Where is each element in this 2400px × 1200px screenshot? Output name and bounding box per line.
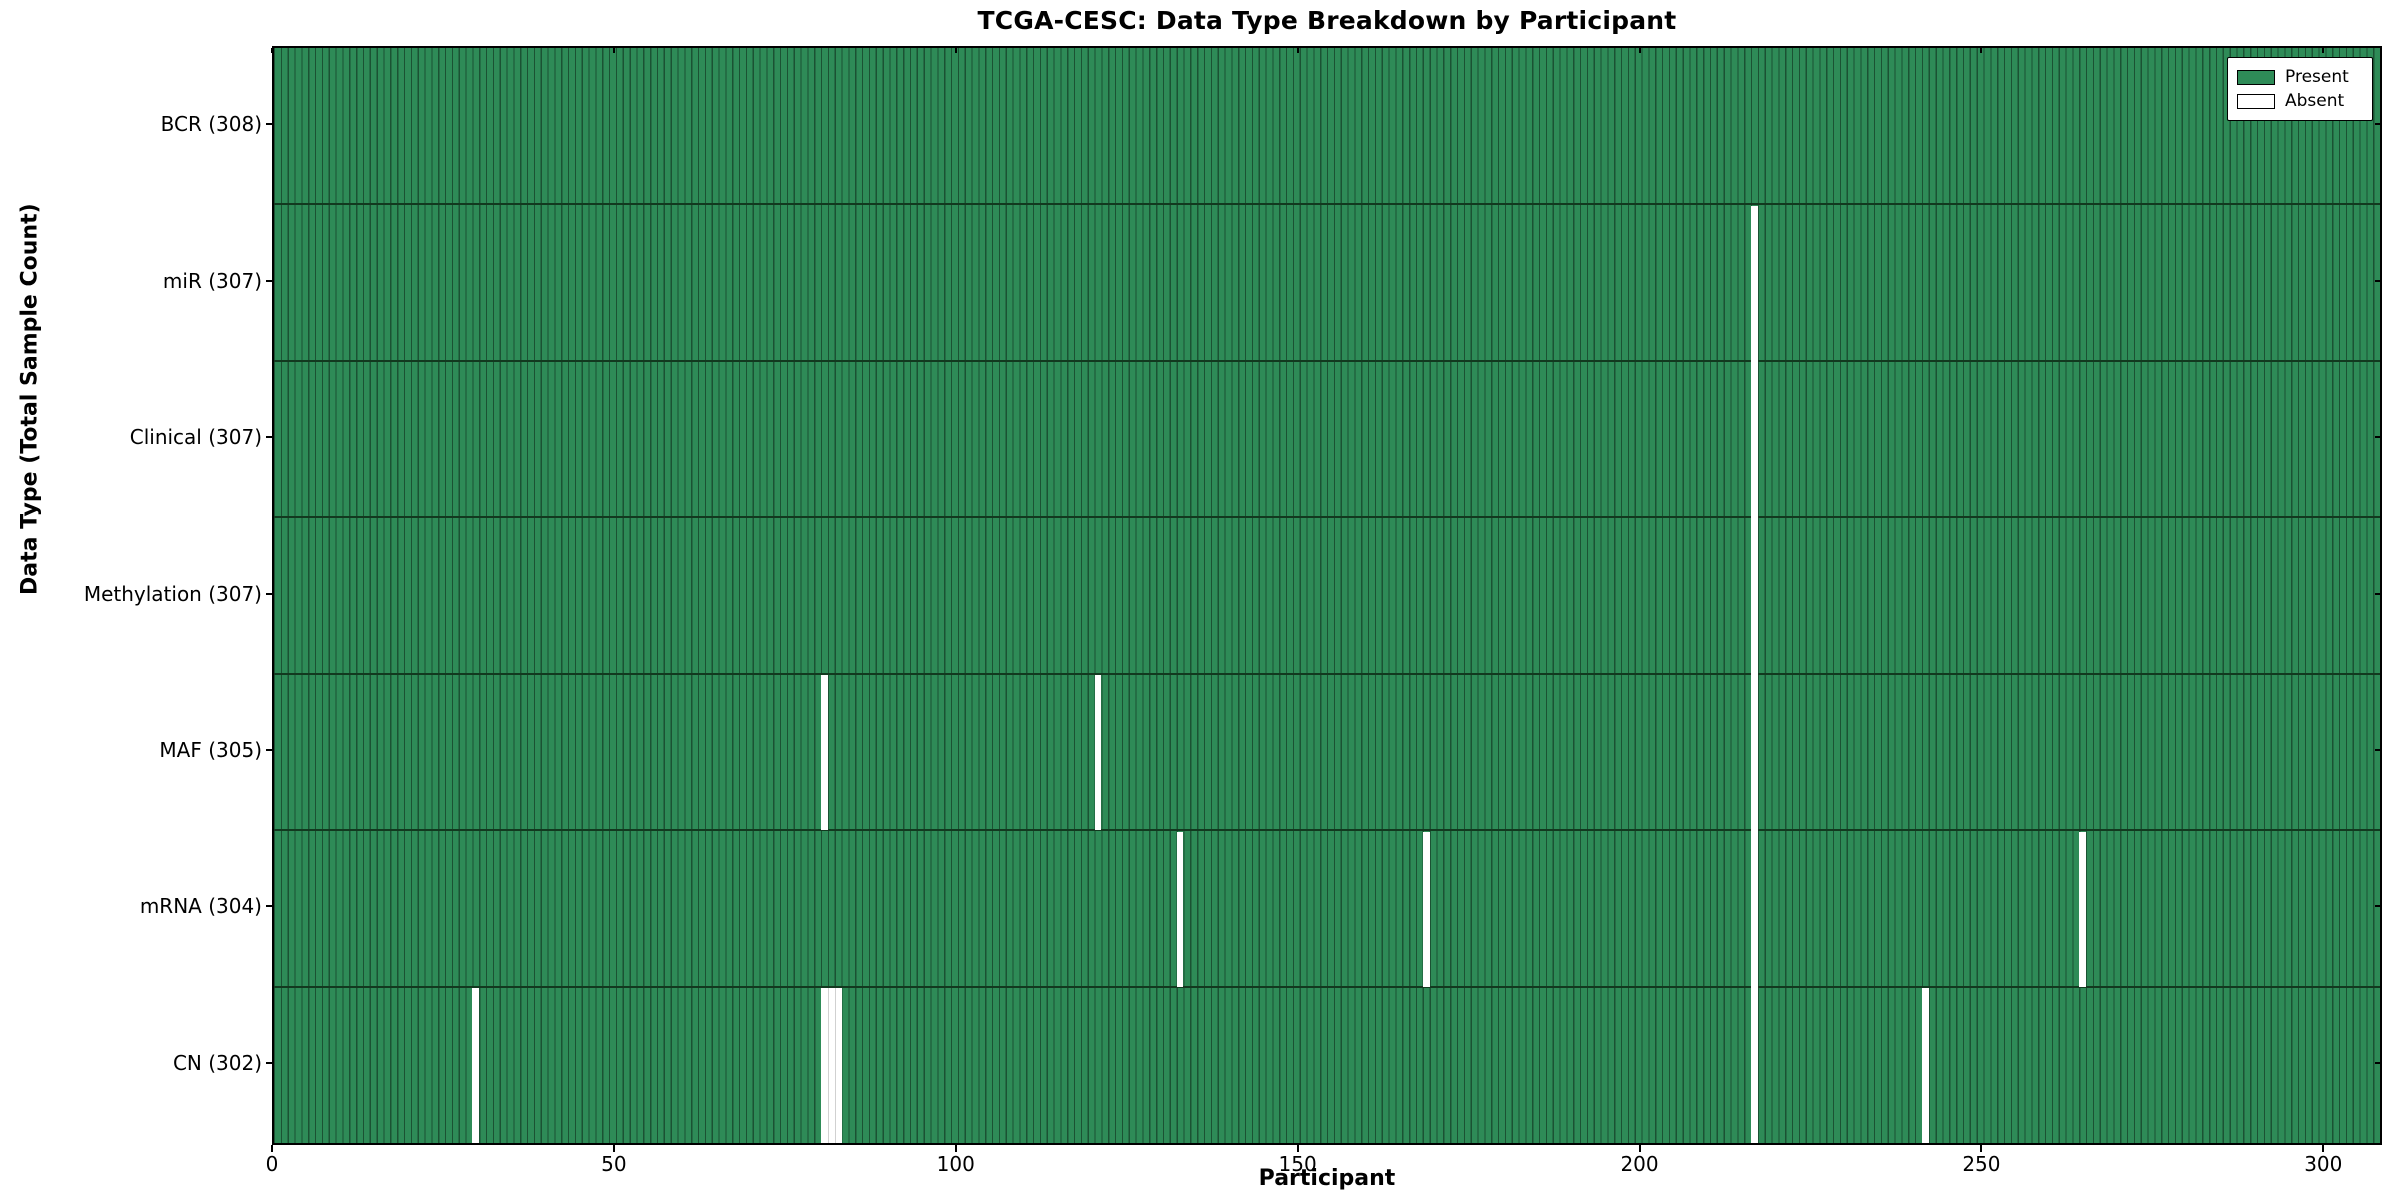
row-separator-line bbox=[274, 672, 2380, 675]
x-tick-mark-top bbox=[1980, 48, 1983, 53]
x-tick-mark bbox=[954, 1145, 957, 1152]
y-tick-label: mRNA (304) bbox=[139, 894, 262, 919]
x-tick-mark bbox=[1638, 1145, 1641, 1152]
row-separator-line bbox=[274, 985, 2380, 988]
absent-gap bbox=[827, 988, 835, 1143]
y-tick-label: Methylation (307) bbox=[83, 581, 262, 606]
legend: Present Absent bbox=[2227, 57, 2373, 121]
present-swatch-icon bbox=[2237, 69, 2275, 85]
y-tick-mark bbox=[266, 1061, 272, 1064]
y-tick-mark bbox=[266, 123, 272, 126]
x-tick-mark bbox=[271, 1145, 273, 1152]
heatmap-row-maf bbox=[274, 671, 2380, 831]
absent-gap bbox=[1750, 828, 1758, 987]
x-tick-mark bbox=[1296, 1145, 1299, 1152]
heatmap-row-mir bbox=[274, 203, 2380, 361]
y-tick-mark bbox=[266, 748, 272, 751]
absent-gap bbox=[1750, 358, 1758, 518]
x-tick-mark bbox=[612, 1145, 615, 1152]
x-tick-mark-top bbox=[1296, 48, 1299, 53]
x-tick-mark bbox=[2322, 1145, 2325, 1152]
x-tick-mark-top bbox=[2322, 48, 2325, 53]
y-tick-label: Clinical (307) bbox=[129, 425, 262, 450]
y-tick-mark-right bbox=[2375, 592, 2380, 595]
x-tick-label: 100 bbox=[936, 1152, 975, 1176]
x-tick-label: 150 bbox=[1278, 1152, 1317, 1176]
x-tick-label: 0 bbox=[265, 1152, 279, 1176]
heatmap-row-bcr bbox=[274, 48, 2380, 205]
absent-gap bbox=[834, 988, 842, 1143]
y-tick-label: MAF (305) bbox=[159, 737, 262, 762]
x-tick-label: 200 bbox=[1620, 1152, 1659, 1176]
legend-label-present: Present bbox=[2285, 67, 2349, 87]
x-axis-label: Participant bbox=[1258, 1166, 1396, 1191]
present-bars bbox=[274, 830, 2380, 987]
y-tick-label: miR (307) bbox=[162, 268, 262, 293]
heatmap-row-cn bbox=[274, 984, 2380, 1143]
present-bars bbox=[274, 48, 2380, 205]
x-tick-mark-top bbox=[954, 48, 957, 53]
absent-gap bbox=[1750, 515, 1758, 674]
chart-title: TCGA-CESC: Data Type Breakdown by Partic… bbox=[977, 6, 1677, 35]
present-bars bbox=[274, 673, 2380, 831]
heatmap-row-methylation bbox=[274, 515, 2380, 674]
absent-gap bbox=[1094, 675, 1102, 831]
x-tick-label: 250 bbox=[1962, 1152, 2001, 1176]
y-tick-mark bbox=[266, 436, 272, 439]
x-tick-label: 50 bbox=[601, 1152, 627, 1176]
absent-gap bbox=[821, 988, 828, 1143]
y-tick-mark-right bbox=[2375, 905, 2380, 908]
absent-swatch-icon bbox=[2237, 93, 2275, 109]
y-tick-mark bbox=[266, 592, 272, 595]
absent-gap bbox=[2079, 831, 2086, 987]
x-tick-mark-top bbox=[271, 48, 273, 53]
absent-gap bbox=[1176, 831, 1184, 987]
legend-label-absent: Absent bbox=[2285, 91, 2345, 111]
absent-gap bbox=[472, 988, 480, 1143]
y-tick-mark-right bbox=[2375, 748, 2380, 751]
y-tick-mark bbox=[266, 279, 272, 282]
row-separator-line bbox=[274, 516, 2380, 519]
x-tick-mark-top bbox=[612, 48, 615, 53]
x-tick-label: 300 bbox=[2304, 1152, 2343, 1176]
present-bars bbox=[274, 986, 2380, 1143]
legend-item-absent: Absent bbox=[2237, 89, 2363, 113]
heatmap-row-clinical bbox=[274, 358, 2380, 518]
absent-gap bbox=[1750, 671, 1758, 831]
y-tick-mark-right bbox=[2375, 1061, 2380, 1064]
y-tick-mark-right bbox=[2375, 123, 2380, 126]
x-tick-mark-top bbox=[1638, 48, 1641, 53]
row-separator-line bbox=[274, 829, 2380, 832]
y-tick-mark-right bbox=[2375, 436, 2380, 439]
absent-gap bbox=[1921, 988, 1929, 1143]
absent-gap bbox=[1750, 205, 1758, 361]
row-separator-line bbox=[274, 359, 2380, 362]
present-bars bbox=[274, 204, 2380, 361]
row-separator-line bbox=[274, 203, 2380, 206]
plot-area bbox=[272, 46, 2382, 1145]
y-tick-label: CN (302) bbox=[172, 1050, 262, 1075]
absent-gap bbox=[1422, 831, 1430, 987]
heatmap-row-mrna bbox=[274, 828, 2380, 987]
y-tick-label: BCR (308) bbox=[160, 112, 262, 137]
plot-canvas bbox=[274, 48, 2380, 1143]
present-bars bbox=[274, 517, 2380, 674]
y-tick-mark-right bbox=[2375, 279, 2380, 282]
absent-gap bbox=[1750, 984, 1758, 1143]
absent-gap bbox=[821, 675, 828, 831]
legend-item-present: Present bbox=[2237, 65, 2363, 89]
y-tick-mark bbox=[266, 905, 272, 908]
x-tick-mark bbox=[1980, 1145, 1983, 1152]
present-bars bbox=[274, 360, 2380, 518]
